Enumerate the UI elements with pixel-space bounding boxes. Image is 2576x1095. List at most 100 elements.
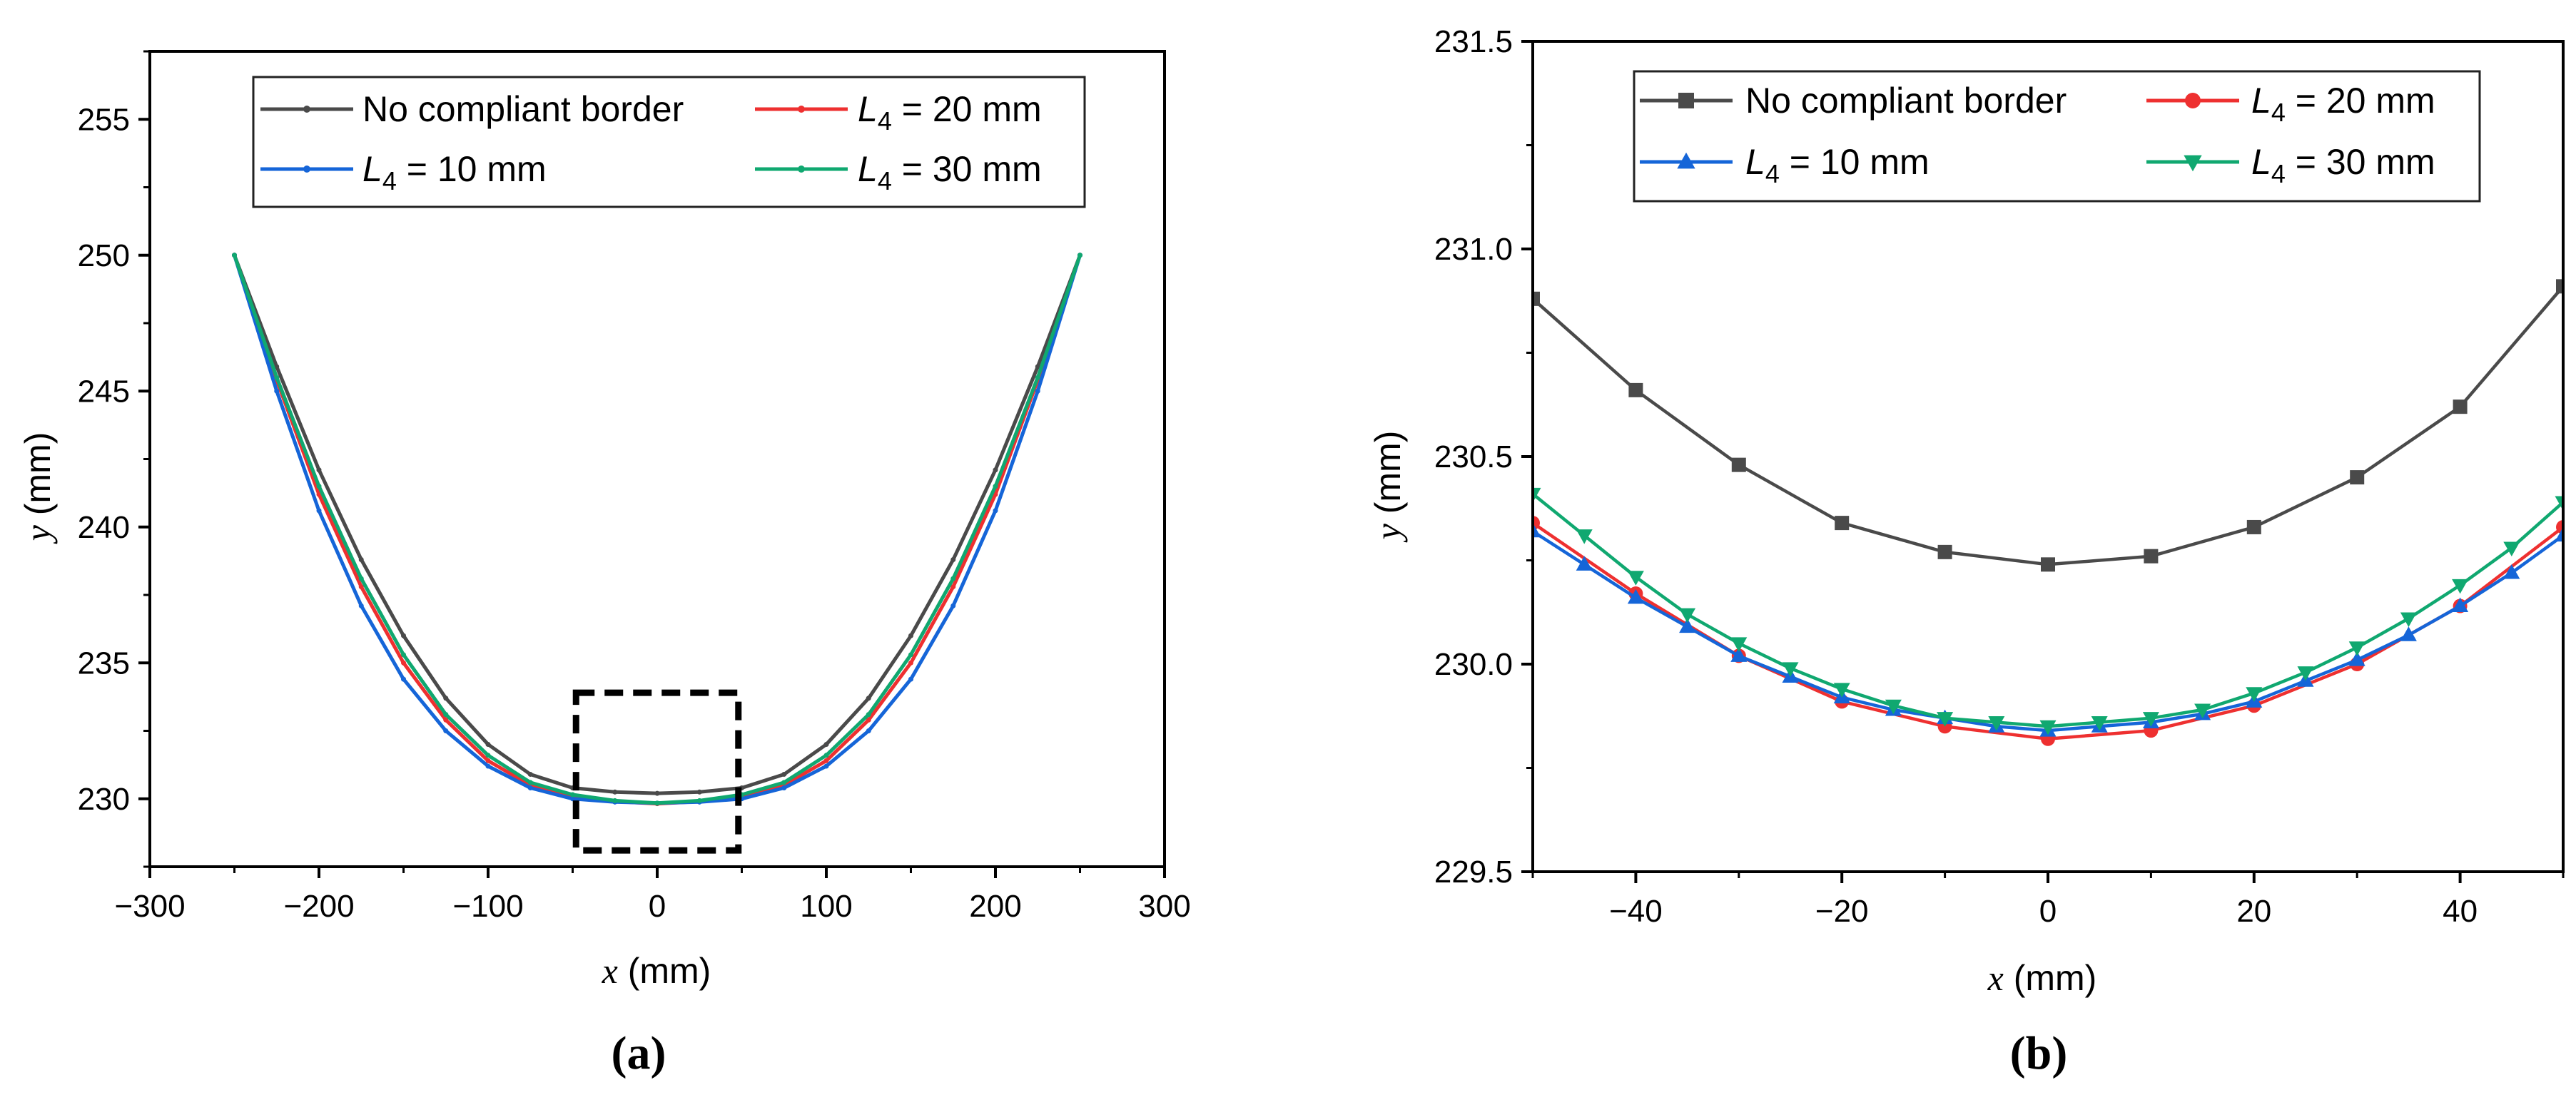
panel-a-point-l10 xyxy=(401,676,406,682)
panel-a-point-l10 xyxy=(908,676,913,682)
panel-a-point-no_border xyxy=(316,467,322,473)
panel-b-point-l30 xyxy=(2348,641,2365,656)
panel-b-x-tick-label: −20 xyxy=(1815,894,1869,929)
panel-a-point-l20 xyxy=(908,660,913,666)
panel-b-point-no_border xyxy=(1533,291,1540,306)
panel-a-point-l30 xyxy=(1077,253,1082,258)
panel-a-legend-key-marker xyxy=(303,165,310,173)
panel-a-x-ticks: −300 −200 −100 0 100 200 300 xyxy=(114,867,1191,924)
panel-a-x-tick-label: 200 xyxy=(969,889,1021,924)
panel-b-legend-key-marker-shape xyxy=(2185,93,2201,108)
panel-a-zoom-rectangle xyxy=(572,689,742,854)
panel-a-point-l30 xyxy=(485,753,491,758)
panel-b-point-no_border xyxy=(2350,470,2365,485)
panel-a-point-l20 xyxy=(866,717,871,723)
panel-a-point-l30 xyxy=(358,576,364,581)
panel-b-legend-key-marker xyxy=(1677,152,1695,169)
panel-b-legend-key-marker xyxy=(2184,155,2202,172)
panel-a-point-l10 xyxy=(485,763,491,769)
panel-a-point-no_border xyxy=(1035,364,1040,370)
panel-b-point-no_border xyxy=(2246,519,2261,534)
panel-b-x-ticks: −40 −20 0 20 40 xyxy=(1531,872,2565,929)
panel-b-point-l10 xyxy=(2452,597,2469,613)
panel-b-plot-area xyxy=(1533,279,2563,746)
panel-b-point-l10 xyxy=(1576,556,1593,571)
panel-b-legend-key-marker xyxy=(2185,93,2201,108)
panel-b: −40 −20 0 20 40 229.5 230.0 230.5 231.0 231.5 x … xyxy=(1368,24,2565,1079)
panel-a-x-tick-label: 300 xyxy=(1138,889,1190,924)
panel-b-y-axis-label: y (mm) xyxy=(1368,431,1408,544)
panel-a-legend-key-marker xyxy=(303,106,310,113)
panel-a-legend-item-no-border: No compliant border xyxy=(260,89,684,129)
panel-b-point-l30 xyxy=(1833,683,1850,698)
panel-a-point-l30 xyxy=(1035,375,1040,380)
panel-a-point-l10 xyxy=(274,388,280,394)
panel-b-point-no_border xyxy=(1628,382,1643,397)
panel-a-label: (a) xyxy=(612,1027,666,1079)
panel-b-legend-key-marker-shape xyxy=(1677,152,1695,169)
panel-a-point-l30 xyxy=(908,652,913,658)
panel-b-point-no_border xyxy=(1937,544,1952,559)
panel-b-point-l30 xyxy=(2142,712,2159,727)
panel-b-legend-label-no-border: No compliant border xyxy=(1745,81,2067,121)
panel-b-legend-key-marker-shape xyxy=(1678,93,1694,108)
panel-a-legend: No compliant border L4 = 20 mm L4 = 10 m… xyxy=(252,76,1086,208)
panel-a-point-no_border xyxy=(866,696,871,701)
panel-b-y-tick-label: 230.0 xyxy=(1434,647,1513,682)
panel-a-point-no_border xyxy=(358,556,364,562)
panel-a-legend-label-l30: L4 = 30 mm xyxy=(858,149,1042,195)
panel-a-y-tick-label: 250 xyxy=(78,238,130,273)
panel-b-point-l30 xyxy=(2400,612,2417,627)
panel-a-point-l10 xyxy=(866,728,871,733)
panel-b-legend-label-l10: L4 = 10 mm xyxy=(1745,142,1930,188)
panel-a-point-no_border xyxy=(485,742,491,748)
panel-a-x-tick-label: −200 xyxy=(283,889,354,924)
panel-a-point-l10 xyxy=(781,785,787,791)
panel-b-point-no_border xyxy=(2556,279,2563,294)
panel-a-point-l10 xyxy=(823,763,829,769)
panel-a-x-tick-label: 100 xyxy=(800,889,852,924)
panel-a-point-no_border xyxy=(443,696,449,701)
panel-a-point-no_border xyxy=(274,364,280,370)
panel-a-zoom-box xyxy=(572,689,742,854)
panel-b-point-l30 xyxy=(2194,703,2211,719)
panel-b-point-l30 xyxy=(1885,699,1902,715)
panel-b-legend: No compliant border L4 = 20 mm L4 = 10 m… xyxy=(1633,70,2481,203)
panel-b-point-l10 xyxy=(1679,618,1696,633)
panel-a-legend-label-l10: L4 = 10 mm xyxy=(362,149,547,195)
panel-b-x-tick-label: 40 xyxy=(2443,894,2478,929)
panel-a-legend-item-l30: L4 = 30 mm xyxy=(755,149,1042,195)
panel-b-legend-item-l30: L4 = 30 mm xyxy=(2146,142,2435,188)
panel-b-point-l30 xyxy=(1782,662,1799,677)
panel-b-x-tick-label: 0 xyxy=(2039,894,2057,929)
panel-b-point-l30 xyxy=(1988,715,2005,731)
panel-a-y-axis-label: y (mm) xyxy=(18,432,58,545)
panel-b-point-no_border xyxy=(2144,549,2159,564)
panel-a-point-l30 xyxy=(443,712,449,718)
panel-b-point-l10 xyxy=(2348,651,2365,666)
panel-a-legend-key-marker xyxy=(798,165,805,173)
panel-b-x-tick-label: 20 xyxy=(2236,894,2271,929)
panel-a-point-l10 xyxy=(527,785,533,791)
panel-a-point-no_border xyxy=(527,771,533,777)
panel-b-label: (b) xyxy=(2010,1027,2068,1079)
panel-b-point-l30 xyxy=(1576,529,1593,544)
panel-a-point-l10 xyxy=(570,796,575,802)
panel-b-y-tick-label: 231.0 xyxy=(1434,232,1513,267)
panel-b-point-l30 xyxy=(2091,715,2108,731)
panel-a-point-no_border xyxy=(908,633,913,638)
panel-a-point-l30 xyxy=(316,484,322,489)
panel-a-point-l30 xyxy=(993,484,998,489)
panel-b-legend-box xyxy=(1633,70,2481,203)
panel-a-y-ticks: 230 235 240 245 250 255 xyxy=(78,50,150,868)
panel-b-point-l10 xyxy=(1730,647,1748,662)
panel-a-point-l10 xyxy=(316,508,322,514)
panel-b-point-l30 xyxy=(2039,720,2057,735)
panel-b-point-l30 xyxy=(1730,637,1748,652)
panel-a-point-no_border xyxy=(401,633,406,638)
panel-b-point-l10 xyxy=(2400,626,2417,641)
panel-a-point-l10 xyxy=(443,728,449,733)
panel-a-point-l30 xyxy=(781,780,787,785)
panel-a-point-l30 xyxy=(866,712,871,718)
panel-a-point-no_border xyxy=(823,742,829,748)
